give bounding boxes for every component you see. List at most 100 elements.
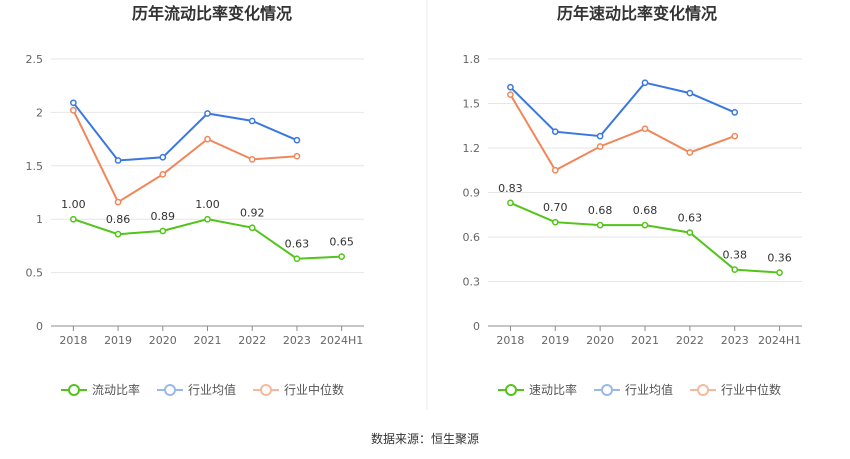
data-point	[248, 156, 256, 163]
data-point	[551, 128, 559, 136]
data-label: 0.65	[329, 236, 354, 249]
data-point	[507, 83, 514, 91]
data-point	[641, 125, 649, 133]
x-tick-label: 2021	[194, 334, 222, 347]
data-point	[686, 149, 694, 156]
data-label: 0.63	[678, 212, 703, 225]
data-point	[204, 135, 211, 143]
y-tick-label: 0.6	[463, 231, 481, 244]
chart-title: 历年速动比率变化情况	[557, 4, 717, 23]
data-point	[159, 227, 167, 235]
y-tick-label: 0.9	[463, 187, 481, 200]
data-point	[731, 132, 739, 140]
x-tick-label: 2022	[238, 334, 266, 347]
data-label: 0.89	[151, 210, 176, 223]
data-point	[641, 79, 649, 87]
series-line	[72, 102, 298, 162]
x-tick-label: 2024H1	[758, 334, 801, 347]
x-tick-label: 2020	[586, 334, 614, 347]
data-label: 0.68	[633, 204, 658, 217]
data-label: 1.00	[195, 198, 220, 211]
y-tick-label: 1	[36, 213, 43, 226]
data-point	[507, 199, 514, 207]
data-point	[596, 143, 604, 150]
data-point	[596, 221, 604, 229]
legend-marker	[260, 384, 273, 396]
legend-marker	[164, 384, 177, 396]
legend-label: 速动比率	[529, 382, 577, 397]
y-tick-label: 1.5	[463, 98, 481, 111]
legend-marker	[68, 384, 80, 396]
y-tick-label: 0	[473, 320, 480, 333]
data-label: 0.36	[767, 252, 792, 265]
data-point	[293, 152, 301, 160]
data-label: 0.68	[588, 204, 613, 217]
data-point	[114, 198, 122, 206]
data-point	[686, 229, 694, 236]
data-point	[204, 215, 211, 223]
data-point	[248, 117, 256, 125]
legend-label: 行业中位数	[721, 382, 781, 397]
data-point	[70, 99, 77, 107]
source-label: 数据来源：恒生聚源	[371, 431, 479, 446]
data-point	[293, 136, 301, 144]
data-point	[731, 109, 739, 116]
data-point	[114, 157, 122, 164]
y-tick-label: 2	[36, 106, 43, 119]
legend-label: 流动比率	[92, 382, 140, 397]
legend-label: 行业均值	[188, 382, 236, 397]
data-label: 1.00	[61, 198, 86, 211]
data-point	[248, 224, 256, 232]
y-tick-label: 0.3	[463, 276, 481, 289]
data-label: 0.83	[498, 182, 523, 195]
legend-marker	[601, 384, 614, 396]
data-point	[204, 110, 211, 117]
x-tick-label: 2018	[59, 334, 87, 347]
data-point	[686, 89, 694, 97]
data-point	[776, 269, 783, 276]
data-point	[596, 132, 604, 140]
legend-marker	[697, 384, 710, 396]
y-tick-label: 1.5	[26, 160, 44, 173]
data-label: 0.70	[543, 201, 568, 214]
data-point	[551, 166, 559, 174]
data-label: 0.63	[285, 238, 310, 251]
y-tick-label: 1.2	[463, 142, 481, 155]
data-point	[70, 106, 77, 114]
x-tick-label: 2020	[149, 334, 177, 347]
x-tick-label: 2019	[541, 334, 569, 347]
series-line	[72, 109, 297, 204]
data-label: 0.86	[106, 213, 131, 226]
data-label: 0.38	[722, 249, 747, 262]
y-tick-label: 2.5	[26, 53, 44, 66]
data-point	[507, 91, 514, 98]
data-point	[641, 221, 649, 229]
x-tick-label: 2023	[283, 334, 311, 347]
data-point	[114, 230, 122, 238]
legend-label: 行业均值	[625, 382, 673, 397]
legend-label: 行业中位数	[284, 382, 344, 397]
x-tick-label: 2023	[721, 334, 749, 347]
data-label: 0.92	[240, 207, 265, 220]
series-line	[509, 81, 736, 138]
x-tick-label: 2024H1	[320, 334, 363, 347]
y-tick-label: 0.5	[26, 267, 44, 280]
data-point	[551, 218, 559, 226]
y-tick-label: 0	[36, 320, 43, 333]
data-point	[293, 255, 301, 263]
series-line	[509, 94, 736, 172]
x-tick-label: 2019	[104, 334, 132, 347]
chart-title: 历年流动比率变化情况	[132, 4, 292, 23]
data-point	[731, 266, 739, 273]
x-tick-label: 2018	[496, 334, 524, 347]
data-point	[159, 153, 167, 161]
x-tick-label: 2021	[631, 334, 659, 347]
y-tick-label: 1.8	[463, 53, 481, 66]
x-tick-label: 2022	[676, 334, 704, 347]
legend-marker	[505, 384, 517, 396]
data-point	[159, 170, 167, 178]
data-point	[70, 215, 77, 223]
data-point	[338, 253, 345, 260]
